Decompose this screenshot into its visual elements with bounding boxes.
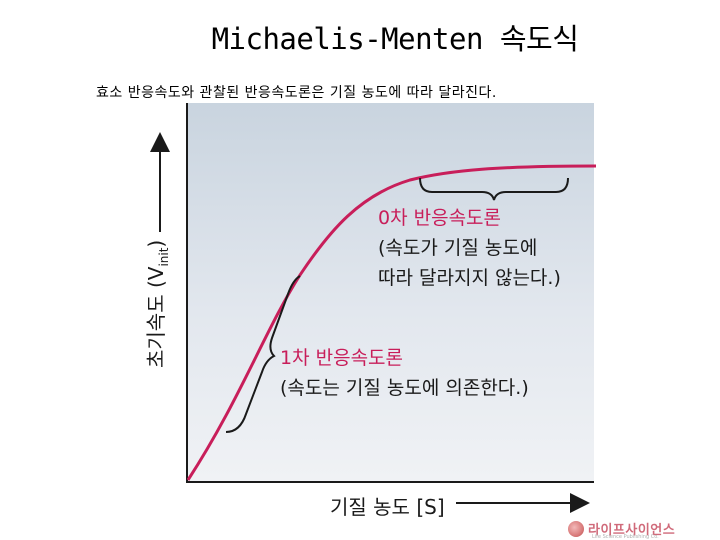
zero-order-line1: (속도가 기질 농도에	[378, 237, 538, 259]
zero-order-annotation: 0차 반응속도론 (속도가 기질 농도에 따라 달라지지 않는다.)	[378, 203, 561, 293]
y-axis-label: 초기속도 (Vinit)	[144, 239, 171, 368]
zero-order-heading: 0차 반응속도론	[378, 207, 502, 229]
page-title: Michaelis-Menten 속도식	[211, 22, 579, 56]
publisher-logo: 라이프사이언스 Life Science Publishing Co.	[568, 519, 676, 540]
michaelis-menten-curve	[186, 164, 597, 481]
page-subtitle: 효소 반응속도와 관찰된 반응속도론은 기질 농도에 따라 달라진다.	[96, 85, 497, 101]
zero-order-brace	[419, 177, 569, 201]
first-order-annotation: 1차 반응속도론 (속도는 기질 농도에 의존한다.)	[280, 343, 529, 403]
x-axis-label: 기질 농도 [S]	[330, 495, 445, 519]
logo-subtext: Life Science Publishing Co.	[592, 534, 659, 540]
first-order-brace	[225, 275, 301, 433]
first-order-heading: 1차 반응속도론	[280, 347, 404, 369]
logo-text: 라이프사이언스	[588, 523, 676, 538]
logo-icon	[568, 520, 584, 537]
zero-order-line2: 따라 달라지지 않는다.)	[378, 267, 561, 289]
first-order-line1: (속도는 기질 농도에 의존한다.)	[280, 377, 529, 399]
